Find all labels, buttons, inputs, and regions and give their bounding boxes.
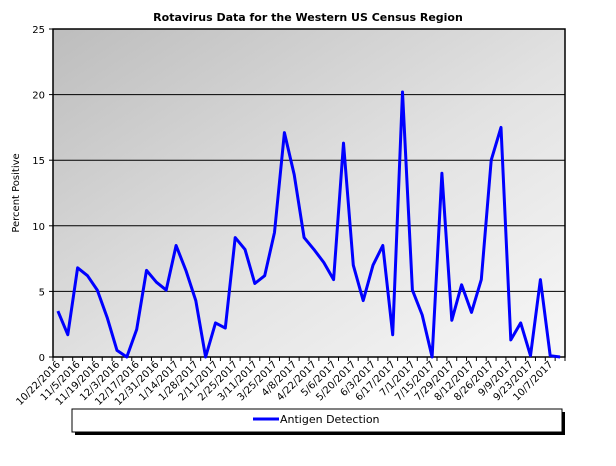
y-tick-label: 25 (32, 25, 45, 36)
y-tick-label: 20 (32, 91, 45, 102)
legend: Antigen Detection (71, 408, 565, 435)
plot-area (52, 28, 566, 358)
x-axis: 10/22/201611/5/201611/19/201612/3/201612… (15, 357, 566, 408)
y-tick-label: 15 (32, 156, 45, 167)
series-antigen-detection-line (56, 90, 561, 359)
y-tick-label: 10 (32, 222, 45, 233)
legend-label: Antigen Detection (280, 413, 380, 426)
y-axis-label: Percent Positive (11, 153, 22, 232)
gridlines (53, 94, 565, 292)
chart-title: Rotavirus Data for the Western US Census… (153, 11, 463, 24)
y-tick-label: 0 (39, 353, 45, 364)
y-axis: 0 5 10 15 20 25 (32, 25, 53, 364)
y-tick-label: 5 (39, 287, 45, 298)
